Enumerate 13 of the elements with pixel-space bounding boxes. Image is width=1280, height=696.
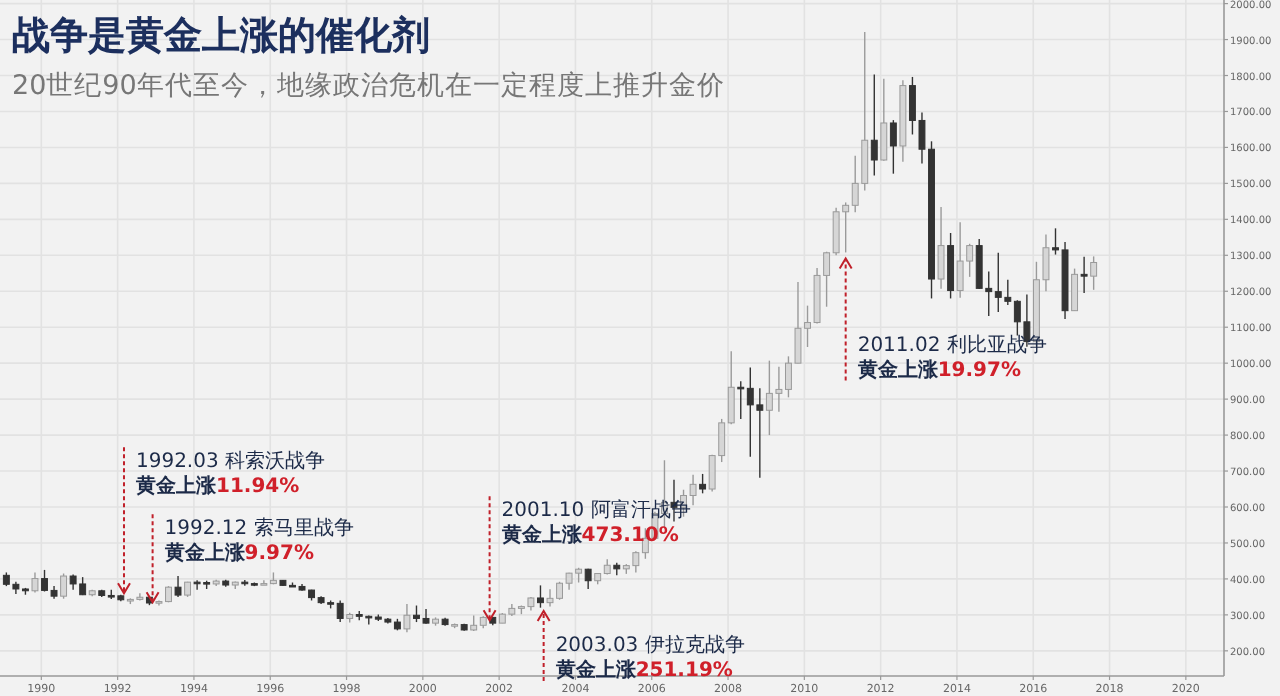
candlestick xyxy=(947,232,955,300)
annotation: 1992.12 索马里战争黄金上涨9.97% xyxy=(162,516,354,566)
annotation: 2011.02 利比亚战争黄金上涨19.97% xyxy=(855,332,1047,382)
candlestick xyxy=(174,575,182,598)
candlestick xyxy=(1080,256,1088,294)
annotation: 2003.03 伊拉克战争黄金上涨251.19% xyxy=(553,632,745,682)
candlestick xyxy=(537,584,544,609)
candlestick xyxy=(889,119,897,175)
candlestick xyxy=(699,473,707,495)
chart-title: 战争是黄金上涨的催化剂 xyxy=(12,14,430,58)
candlestick xyxy=(870,73,878,177)
annotation: 1992.03 科索沃战争黄金上涨11.94% xyxy=(133,449,326,499)
text: 20世纪90年代至今，地缘政治危机在一定程度上推升金价 xyxy=(12,70,725,102)
